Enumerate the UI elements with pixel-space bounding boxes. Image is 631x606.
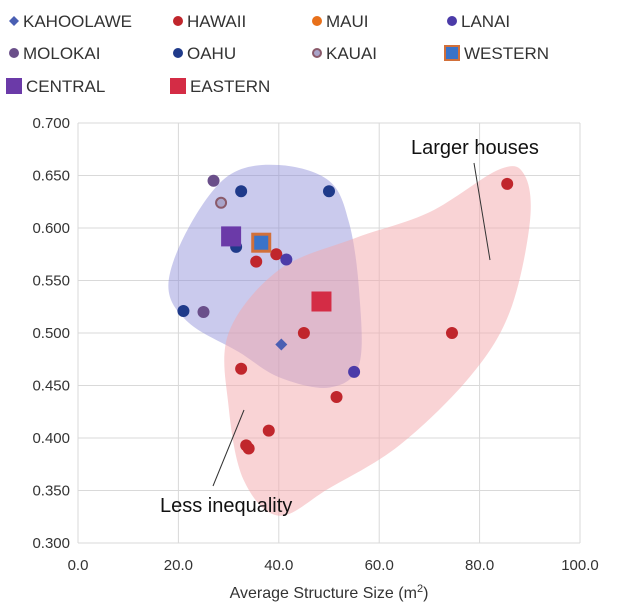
point-hawaii [445, 327, 458, 339]
y-tick-label: 0.400 [32, 430, 70, 447]
point-molokai [197, 306, 210, 318]
shaded-regions [168, 164, 531, 516]
legend-label-lanai: LANAI [461, 12, 510, 31]
point-oahu [235, 185, 248, 198]
point-lanai [280, 253, 293, 266]
legend-marker-lanai [447, 16, 457, 26]
legend-label-kahoolawe: KAHOOLAWE [23, 12, 132, 31]
legend-label-oahu: OAHU [187, 44, 236, 63]
annotation-larger-houses: Larger houses [411, 137, 539, 159]
y-tick-label: 0.500 [32, 325, 70, 342]
legend-marker-western [446, 47, 458, 59]
x-tick-label: 0.0 [68, 557, 89, 574]
point-kauai [215, 196, 228, 209]
point-molokai [207, 174, 220, 187]
x-tick-label: 40.0 [264, 557, 293, 574]
point-central [221, 226, 242, 247]
legend-label-molokai: MOLOKAI [23, 44, 100, 63]
annotation-leader-line [473, 162, 491, 261]
y-tick-label: 0.650 [32, 168, 70, 185]
x-tick-label: 100.0 [561, 557, 599, 574]
point-hawaii [330, 391, 343, 404]
point-hawaii [270, 248, 283, 261]
x-tick-label: 60.0 [365, 557, 394, 574]
x-axis-label-close: ) [423, 585, 428, 602]
x-tick-label: 80.0 [465, 557, 494, 574]
point-oahu [177, 304, 190, 317]
legend-marker-oahu [173, 48, 183, 58]
point-lanai [348, 365, 361, 378]
point-hawaii [297, 327, 310, 339]
annotations: Larger houses Less inequality [160, 137, 539, 517]
annotation-less-inequality: Less inequality [160, 495, 292, 517]
point-oahu [323, 185, 335, 198]
red-region [224, 166, 531, 516]
x-tick-label: 20.0 [164, 557, 193, 574]
legend-label-hawaii: HAWAII [187, 12, 246, 31]
point-kahoolawe [275, 338, 288, 351]
legend-marker-molokai [9, 48, 19, 58]
legend-label-maui: MAUI [326, 12, 369, 31]
legend: KAHOOLAWE HAWAII MAUI LANAI MOLOKAI OAHU KAUAI… [6, 12, 549, 96]
legend-label-kauai: KAUAI [326, 44, 377, 63]
legend-marker-kahoolawe [9, 16, 19, 26]
annotation-leader-line [212, 409, 245, 487]
legend-marker-kauai [312, 48, 322, 58]
data-points [177, 174, 514, 455]
y-tick-label: 0.450 [32, 378, 70, 395]
point-hawaii [242, 442, 255, 455]
legend-label-central: CENTRAL [26, 77, 105, 96]
legend-label-western: WESTERN [464, 44, 549, 63]
legend-marker-eastern [170, 78, 186, 94]
x-axis-label: Average Structure Size (m2) [230, 583, 429, 602]
x-axis-label-superscript: 2 [417, 583, 423, 595]
legend-marker-maui [312, 16, 322, 26]
point-hawaii [501, 177, 514, 190]
y-axis-ticks: 0.300 0.350 0.400 0.450 0.500 0.550 0.600 0.650… [32, 115, 70, 552]
x-axis-label-text: Average Structure Size (m [230, 585, 417, 602]
legend-marker-central [6, 78, 22, 94]
point-western [254, 235, 269, 250]
point-eastern [311, 291, 332, 312]
y-tick-label: 0.600 [32, 220, 70, 237]
y-tick-label: 0.550 [32, 273, 70, 290]
point-hawaii [250, 255, 263, 268]
legend-label-eastern: EASTERN [190, 77, 270, 96]
y-tick-label: 0.700 [32, 115, 70, 132]
point-hawaii [262, 424, 275, 437]
legend-marker-hawaii [173, 16, 183, 26]
y-tick-label: 0.300 [32, 535, 70, 552]
x-axis-ticks: 0.0 20.0 40.0 60.0 80.0 100.0 [68, 557, 599, 574]
point-hawaii [235, 362, 248, 375]
y-tick-label: 0.350 [32, 483, 70, 500]
